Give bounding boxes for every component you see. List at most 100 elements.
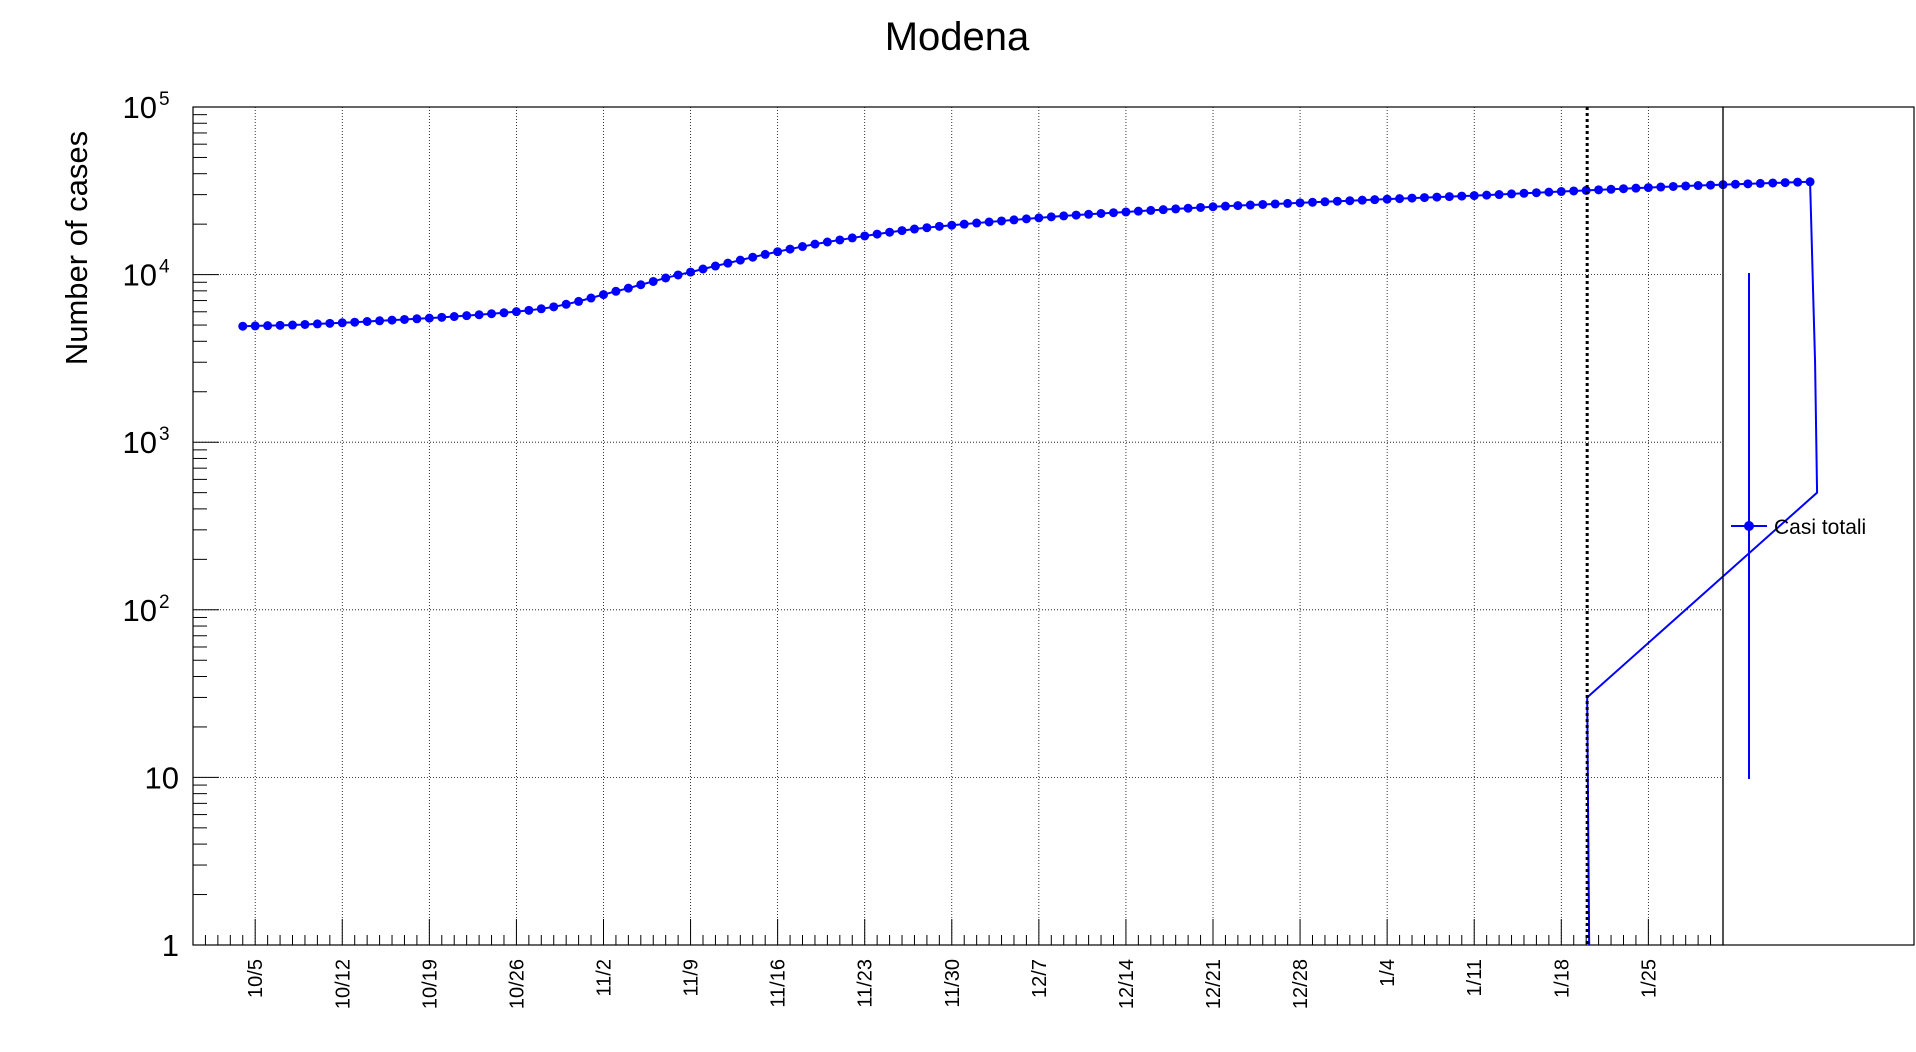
y-tick-label: 1 <box>162 928 179 963</box>
data-point <box>1059 211 1069 221</box>
data-point <box>636 280 646 290</box>
legend: Casi totali <box>1731 273 1866 779</box>
data-point <box>1034 213 1044 223</box>
data-point <box>1395 194 1405 204</box>
data-point <box>1084 209 1094 219</box>
data-point <box>872 229 882 239</box>
data-point <box>984 217 994 227</box>
data-point <box>686 267 696 277</box>
data-point <box>449 312 459 322</box>
data-point <box>325 318 335 328</box>
data-point <box>1357 195 1367 205</box>
data-point <box>1594 185 1604 195</box>
x-tick-label: 12/7 <box>1029 959 1051 998</box>
y-axis-label: Number of cases <box>59 131 94 365</box>
y-tick-exponent: 3 <box>159 424 170 445</box>
data-point <box>1531 188 1541 198</box>
data-point <box>1096 209 1106 218</box>
data-point <box>598 290 608 300</box>
data-point <box>1693 181 1703 191</box>
series-line <box>242 180 1819 946</box>
data-point <box>1780 178 1790 188</box>
data-point <box>1046 212 1056 222</box>
x-tick-label: 1/25 <box>1638 959 1660 998</box>
data-point <box>773 247 783 257</box>
data-point <box>1308 197 1318 207</box>
data-point <box>1805 177 1815 187</box>
data-point <box>1668 181 1678 191</box>
data-point <box>288 320 298 330</box>
data-point <box>1556 187 1566 197</box>
x-tick-label: 10/19 <box>419 959 441 1009</box>
data-point <box>1270 199 1280 209</box>
data-point <box>387 315 397 325</box>
data-point <box>412 314 422 324</box>
y-tick-label: 10 <box>145 760 179 795</box>
data-point <box>897 226 907 236</box>
data-point <box>847 233 857 243</box>
data-point <box>1320 197 1330 207</box>
data-point <box>922 223 932 233</box>
x-tick-label: 10/12 <box>332 959 354 1009</box>
data-point <box>375 316 385 326</box>
data-point <box>437 312 447 322</box>
data-point <box>1606 184 1616 194</box>
data-point <box>574 296 584 306</box>
x-tick-label: 10/26 <box>506 959 528 1009</box>
data-point <box>972 218 982 228</box>
data-point <box>1432 192 1442 202</box>
series-casi-totali <box>238 177 1819 946</box>
data-point <box>250 321 260 331</box>
data-point <box>1345 196 1355 206</box>
data-point <box>835 235 845 245</box>
data-point <box>798 242 808 252</box>
legend-marker <box>1744 521 1754 531</box>
data-point <box>1183 203 1193 213</box>
data-point <box>1171 204 1181 214</box>
data-point <box>536 304 546 314</box>
data-point <box>735 255 745 265</box>
data-point <box>350 317 360 327</box>
data-point <box>1332 196 1342 206</box>
data-point <box>1419 193 1429 203</box>
y-tick-label: 10 <box>123 425 157 460</box>
data-point <box>1245 200 1255 210</box>
data-point <box>997 216 1007 226</box>
data-point <box>1457 191 1467 201</box>
data-point <box>673 270 683 280</box>
data-point <box>1519 188 1529 198</box>
data-point <box>611 286 621 296</box>
data-point <box>1283 198 1293 208</box>
x-tick-label: 1/18 <box>1551 959 1573 998</box>
data-point <box>1071 210 1081 220</box>
data-point <box>1544 187 1554 197</box>
data-point <box>760 249 770 259</box>
y-tick-exponent: 5 <box>159 89 170 110</box>
data-point <box>959 219 969 229</box>
data-point <box>1482 190 1492 200</box>
data-point <box>1220 201 1230 211</box>
data-point <box>785 244 795 254</box>
data-point <box>909 224 919 234</box>
data-point <box>1444 192 1454 202</box>
data-point <box>1730 179 1740 189</box>
data-point <box>1258 199 1268 209</box>
data-point <box>1681 181 1691 191</box>
chart-title: Modena <box>885 15 1030 59</box>
data-point <box>1507 189 1517 199</box>
x-tick-label: 11/30 <box>942 959 964 1008</box>
data-point <box>511 307 521 317</box>
data-point <box>1407 193 1417 203</box>
data-point <box>1569 186 1579 196</box>
data-point <box>474 310 484 320</box>
x-tick-label: 11/2 <box>593 959 615 996</box>
data-point <box>623 283 633 293</box>
data-point <box>300 319 310 329</box>
data-point <box>524 305 534 315</box>
y-tick-label: 10 <box>123 258 157 293</box>
data-point <box>1631 183 1641 193</box>
data-point <box>1021 214 1031 224</box>
x-tick-label: 11/9 <box>681 959 703 996</box>
data-point <box>860 231 870 241</box>
